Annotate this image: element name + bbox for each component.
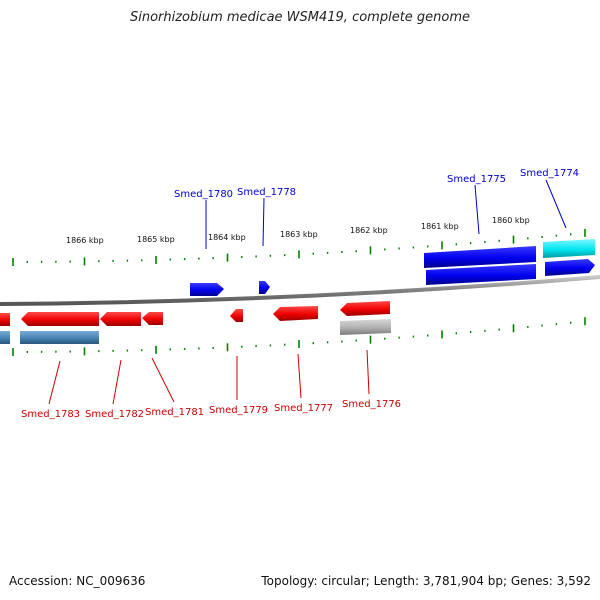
gene-smed-1781[interactable]: [142, 312, 163, 325]
gene-smed-1779[interactable]: [230, 309, 243, 322]
leader-smed-1777: [297, 353, 302, 399]
gene-smed-1780[interactable]: [190, 283, 224, 296]
genome-backbone: [0, 275, 600, 306]
gene-smed-1783-steel[interactable]: [20, 331, 99, 344]
leader-smed-1781: [151, 357, 175, 403]
gene-smed-1777[interactable]: [273, 306, 318, 321]
label-smed-1779[interactable]: Smed_1779: [209, 405, 268, 416]
label-smed-1775[interactable]: Smed_1775: [447, 174, 506, 185]
scale-track-top: [12, 228, 586, 266]
scale-label-1865: 1865 kbp: [137, 235, 175, 244]
scale-label-1860: 1860 kbp: [492, 216, 530, 225]
gene-smed-1775[interactable]: [424, 246, 536, 268]
scale-label-1866: 1866 kbp: [66, 236, 104, 245]
gene-smed-1776[interactable]: [340, 301, 390, 316]
gene-smed-1782[interactable]: [100, 312, 141, 326]
gene-smed-1774[interactable]: [543, 239, 595, 258]
label-smed-1781[interactable]: Smed_1781: [145, 407, 204, 418]
gene-smed-1778[interactable]: [259, 281, 270, 294]
scale-label-1863: 1863 kbp: [280, 230, 318, 239]
scale-label-1864: 1864 kbp: [208, 233, 246, 242]
gene-forward-right[interactable]: [545, 259, 595, 276]
label-smed-1777[interactable]: Smed_1777: [274, 403, 333, 414]
genome-title: Sinorhizobium medicae WSM419, complete g…: [129, 10, 471, 25]
label-smed-1778[interactable]: Smed_1778: [237, 187, 296, 198]
scale-label-1862: 1862 kbp: [350, 226, 388, 235]
leader-smed-1783: [48, 360, 61, 405]
leader-smed-1775: [474, 184, 480, 235]
forward-genes: [190, 239, 595, 296]
gene-left-edge[interactable]: [0, 313, 10, 326]
label-smed-1774[interactable]: Smed_1774: [520, 168, 579, 179]
gene-smed-1783[interactable]: [21, 312, 99, 326]
scale-track-bottom: [12, 317, 586, 356]
genome-summary-text: Topology: circular; Length: 3,781,904 bp…: [261, 574, 591, 588]
gene-smed-1776-pseudo[interactable]: [340, 319, 391, 335]
accession-text: Accession: NC_009636: [9, 574, 146, 588]
leader-smed-1776: [366, 349, 370, 395]
leader-smed-1774: [545, 179, 567, 229]
label-smed-1783[interactable]: Smed_1783: [21, 409, 80, 420]
gene-left-edge-steel[interactable]: [0, 331, 10, 344]
top-leader-lines: [205, 179, 567, 249]
label-smed-1782[interactable]: Smed_1782: [85, 409, 144, 420]
reverse-genes: [0, 301, 391, 344]
scale-label-1861: 1861 kbp: [421, 222, 459, 231]
leader-smed-1782: [112, 359, 122, 405]
label-smed-1780[interactable]: Smed_1780: [174, 189, 233, 200]
bottom-leader-lines: [48, 349, 370, 405]
leader-smed-1778: [262, 197, 265, 247]
gene-smed-1775b[interactable]: [426, 264, 536, 285]
label-smed-1776[interactable]: Smed_1776: [342, 399, 401, 410]
